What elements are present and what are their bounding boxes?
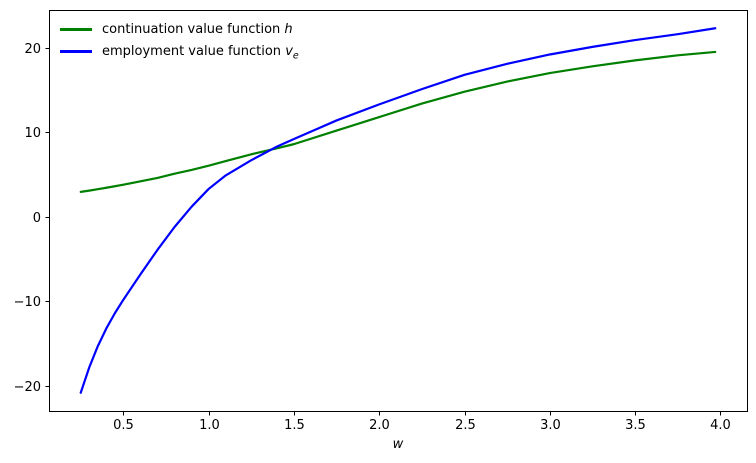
x-axis-label: w [392, 437, 404, 452]
y-tick-label: −10 [14, 295, 41, 310]
axes-spines [49, 10, 748, 412]
y-tick-label: 0 [33, 211, 41, 226]
legend-line-swatch-ve [60, 50, 92, 53]
legend-label-ve: employment value function ve [102, 44, 299, 62]
y-tick-label: −20 [14, 380, 41, 395]
legend-item-employment-value: employment value function ve [60, 44, 299, 62]
series-line-continuation-value-h [79, 50, 717, 193]
x-tick-label: 1.5 [284, 418, 305, 433]
series-line-employment-value-ve [79, 27, 717, 394]
y-tick-label: 20 [24, 42, 41, 57]
x-tick-label: 2.0 [369, 418, 390, 433]
x-tick-label: 1.0 [199, 418, 220, 433]
legend-label-h: continuation value function h [102, 22, 293, 37]
x-tick-label: 4.0 [710, 418, 731, 433]
x-tick-label: 3.0 [540, 418, 561, 433]
x-tick-label: 2.5 [455, 418, 476, 433]
x-tick-label: 0.5 [113, 418, 134, 433]
y-tick-label: 10 [24, 126, 41, 141]
x-tick-label: 3.5 [625, 418, 646, 433]
legend-item-continuation-value: continuation value function h [60, 22, 299, 37]
legend-line-swatch-h [60, 28, 92, 31]
legend: continuation value function h employment… [60, 22, 299, 62]
